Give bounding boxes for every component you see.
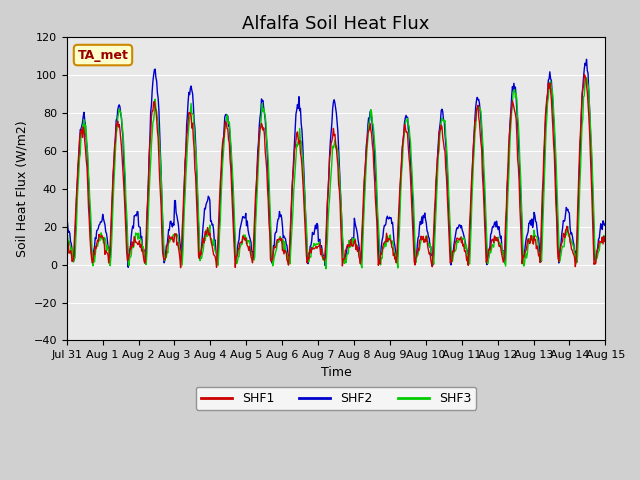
SHF2 bbox=[265, 192, 273, 198]
SHF3 bbox=[131, 239, 138, 245]
Line: SHF3: SHF3 bbox=[67, 78, 640, 269]
Legend: SHF1, SHF2, SHF3: SHF1, SHF2, SHF3 bbox=[196, 387, 477, 410]
SHF1 bbox=[580, 72, 588, 77]
SHF2 bbox=[446, 243, 454, 249]
SHF2 bbox=[124, 264, 132, 270]
SHF3 bbox=[236, 246, 244, 252]
SHF2 bbox=[237, 224, 244, 229]
SHF1 bbox=[414, 246, 422, 252]
SHF3 bbox=[413, 253, 421, 259]
SHF3 bbox=[286, 261, 294, 267]
SHF2 bbox=[287, 224, 294, 230]
SHF3 bbox=[637, 236, 640, 242]
SHF1 bbox=[446, 260, 454, 266]
SHF3 bbox=[63, 239, 70, 245]
SHF3 bbox=[264, 157, 272, 163]
SHF2 bbox=[582, 57, 590, 62]
SHF3 bbox=[582, 75, 590, 81]
SHF1 bbox=[177, 265, 184, 271]
SHF1 bbox=[287, 218, 294, 224]
SHF1 bbox=[63, 235, 70, 241]
SHF2 bbox=[63, 216, 70, 222]
Text: TA_met: TA_met bbox=[77, 48, 129, 61]
SHF1 bbox=[265, 220, 273, 226]
SHF1 bbox=[237, 240, 244, 246]
SHF2 bbox=[637, 220, 640, 226]
SHF2 bbox=[131, 213, 139, 218]
SHF1 bbox=[637, 235, 640, 240]
Title: Alfalfa Soil Heat Flux: Alfalfa Soil Heat Flux bbox=[243, 15, 429, 33]
SHF3 bbox=[628, 266, 636, 272]
Line: SHF1: SHF1 bbox=[67, 74, 640, 268]
X-axis label: Time: Time bbox=[321, 366, 351, 379]
Line: SHF2: SHF2 bbox=[67, 60, 640, 267]
SHF3 bbox=[445, 207, 453, 213]
Y-axis label: Soil Heat Flux (W/m2): Soil Heat Flux (W/m2) bbox=[15, 120, 28, 257]
SHF1 bbox=[131, 234, 138, 240]
SHF2 bbox=[414, 235, 422, 241]
